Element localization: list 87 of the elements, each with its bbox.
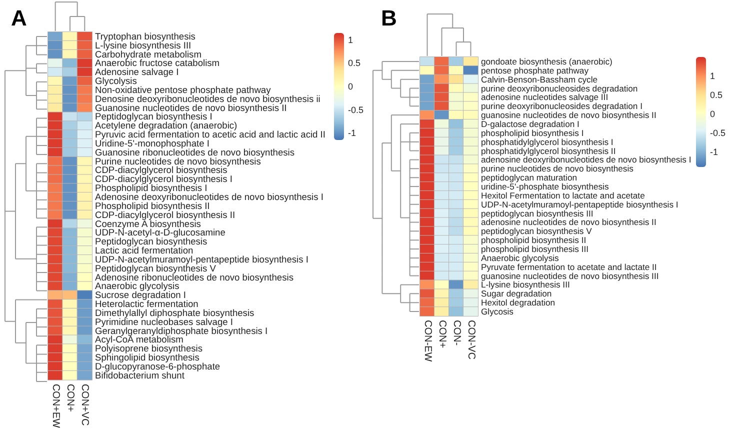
- color-bar-label: 1: [710, 70, 716, 81]
- y-tick-label: UDP-N-acetylmuramoyl-pentapeptide biosynthesis I: [95, 254, 308, 264]
- x-tick-label: CON-: [450, 320, 462, 346]
- y-tick-label: Purine nucleotides de novo biosynthesis: [95, 156, 262, 166]
- y-tick-label: Dimethylallyl diphosphate biosynthesis: [95, 308, 255, 318]
- y-tick-label: Phospholipid biosynthesis I: [95, 183, 208, 194]
- y-tick-label: Pyruvic acid fermentation to acetic acid and lactic acid II: [95, 130, 326, 140]
- y-tick-label: Uridine-5'-monophosphate I: [95, 138, 210, 148]
- y-tick-label: D-glucopyranose-6-phosphate: [95, 361, 220, 372]
- y-tick-label: Hexitol Fermentation to lactate and acetate: [481, 190, 646, 200]
- x-tick-label: CON+VC: [79, 384, 90, 426]
- y-tick-label: uridine-5'-phosphate biosynthesis: [481, 182, 609, 192]
- y-tick-label: adenosine nucleotides de novo biosynthesis II: [481, 217, 656, 228]
- color-bar-label: 0: [710, 108, 716, 119]
- y-tick-label: Calvin-Benson-Bassham cycle: [481, 74, 598, 84]
- y-tick-label: phospholipid biosynthesis I: [481, 128, 584, 138]
- y-tick-label: adenosine deoxyribonucleotides de novo biosynthesis I: [481, 154, 692, 165]
- x-tick-label: CON-VC: [465, 320, 476, 360]
- color-bar-label: -1: [710, 146, 718, 157]
- y-tick-label: Adenosine salvage I: [95, 67, 179, 78]
- y-tick-label: Sucrose degradation I: [95, 290, 186, 300]
- y-tick-label: peptidoglycan biosynthesis III: [481, 208, 594, 218]
- y-tick-label: Acetylene degradation (anaerobic): [95, 120, 238, 131]
- y-tick-label: phospholipid biosynthesis III: [481, 244, 588, 254]
- y-tick-label: Peptidoglycan biosynthesis V: [95, 263, 217, 274]
- y-tick-label: D-galactose degradation I: [481, 118, 580, 129]
- y-tick-label: Hexitol degradation: [481, 298, 556, 308]
- y-tick-label: Glycolysis: [95, 76, 138, 86]
- y-tick-label: UDP-N-acetylmuramoyl-pentapeptide biosynthesis I: [481, 199, 678, 210]
- y-tick-label: Denosine deoxyribonucleotides de novo biosynthesis ii: [95, 94, 320, 104]
- y-tick-label: Guanosine nucleotides de novo biosynthesis II: [95, 102, 287, 113]
- y-tick-label: L-lysine biosynthesis III: [95, 40, 192, 50]
- y-tick-label: Tryptophan biosynthesis: [95, 31, 196, 42]
- y-tick-label: Coenzyme A biosynthesis: [95, 218, 202, 229]
- y-tick-label: Guanosine ribonucleotides de novo biosynthesis: [95, 147, 295, 158]
- x-tick-label: CON+: [436, 320, 448, 348]
- chart-title: A: [11, 6, 27, 30]
- y-tick-label: Non-oxidative pentose phosphate pathway: [95, 84, 272, 95]
- y-tick-label: Acyl-CoA metabolism: [95, 334, 184, 345]
- y-tick-label: CDP-diacylglycerol biosynthesis II: [95, 210, 236, 220]
- y-tick-label: phospholipid biosynthesis II: [481, 235, 586, 246]
- color-bar-label: 0: [348, 82, 354, 92]
- y-tick-label: Phospholipid biosynthesis II: [95, 200, 210, 211]
- x-tick-label: CON-EW: [422, 320, 433, 362]
- y-tick-label: pentose phosphate pathway: [481, 65, 590, 76]
- x-tick-label: CON+EW: [50, 384, 61, 429]
- y-tick-label: purine deoxyribonucleosides degradation: [481, 83, 638, 94]
- y-tick-label: Sphingolipid biosynthesis: [95, 352, 200, 363]
- chart-title: B: [381, 6, 397, 30]
- y-tick-label: Anaerobic glycolysis: [481, 252, 559, 263]
- y-tick-label: Geranylgeranyldiphosphate biosynthesis I: [95, 326, 268, 336]
- y-tick-label: Carbohydrate metabolism: [95, 49, 202, 60]
- y-tick-label: Adenosine ribonucleotides de novo biosynthesis: [95, 272, 294, 282]
- color-bar-label: -0.5: [710, 128, 726, 138]
- y-tick-label: purine deoxyribonucleosides degradation I: [481, 101, 642, 112]
- y-tick-label: UDP-N-acetyl-α-D-glucosamine: [95, 228, 226, 238]
- y-tick-label: Bifidobacterium shunt: [95, 370, 185, 380]
- x-tick-label: CON+: [64, 384, 76, 412]
- y-tick-label: peptidoglycan biosynthesis V: [481, 226, 592, 236]
- y-tick-label: Polyisoprene biosynthesis: [95, 344, 203, 354]
- color-bar-label: 1: [348, 34, 354, 45]
- y-tick-label: CDP-diacylglycerol biosynthesis: [95, 165, 228, 176]
- y-tick-label: Peptidoglycan biosynthesis I: [95, 112, 212, 122]
- y-tick-label: Peptidoglycan biosynthesis: [95, 236, 208, 247]
- y-tick-label: gondoate biosynthesis (anaerobic): [481, 56, 613, 66]
- y-tick-label: Adenosine deoxyribonucleotides de novo biosynthesis I: [95, 192, 324, 202]
- y-tick-label: purine nucleotides de novo biosynthesis: [481, 164, 634, 174]
- y-tick-label: guanosine nucleotides de novo biosynthesis III: [481, 270, 659, 281]
- y-tick-label: Lactic acid fermentation: [95, 246, 194, 256]
- y-tick-label: phosphatidylglycerol biosynthesis II: [481, 146, 616, 156]
- y-tick-label: peptidoglycan maturation: [481, 172, 578, 183]
- color-bar-label: -0.5: [348, 104, 364, 115]
- y-tick-label: phosphatidylglycerol biosynthesis I: [481, 136, 614, 147]
- y-tick-label: Sugar degradation: [481, 288, 552, 299]
- y-tick-label: Pyrimidine nucleobases salvage I: [95, 316, 233, 327]
- y-tick-label: Heterolactic fermentation: [95, 299, 198, 310]
- color-bar-label: 0.5: [710, 90, 723, 100]
- y-tick-label: L-lysine biosynthesis III: [481, 280, 570, 290]
- y-tick-label: guanosine nucleotides de novo biosynthesis II: [481, 110, 656, 120]
- y-tick-label: Anaerobic fructose catabolism: [95, 58, 220, 68]
- y-tick-label: Anaerobic glycolysis: [95, 281, 180, 292]
- color-bar-label: 0.5: [348, 58, 361, 68]
- color-bar-label: -1: [348, 128, 356, 138]
- y-tick-label: CDP-diacylglycerol biosynthesis I: [95, 174, 232, 184]
- y-tick-label: Pyruvate fermentation to acetate and lactate II: [481, 262, 657, 272]
- y-tick-label: adenosine nucleotides salvage III: [481, 92, 608, 102]
- y-tick-label: Glycosis: [481, 306, 514, 317]
